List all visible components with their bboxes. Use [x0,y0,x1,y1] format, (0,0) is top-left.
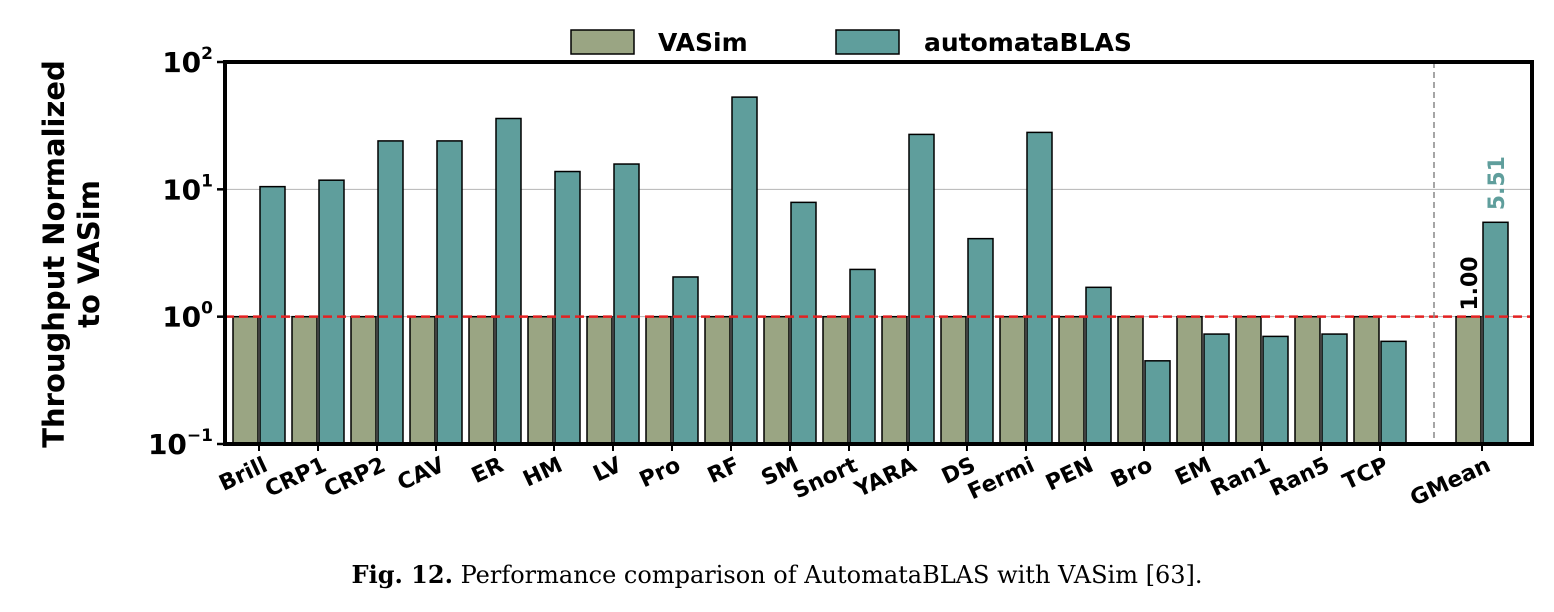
x-label-tcp: TCP [1339,453,1392,496]
gmean-annotations: 1.00 5.51 [1458,156,1510,311]
bar-vasim-snort [822,315,849,445]
bar-automatablas-bro [1144,360,1171,445]
bar-vasim-er [468,315,495,445]
x-label-gmean: GMean [1407,453,1495,512]
bar-vasim-pro [645,315,672,445]
bar-vasim-pen [1058,315,1085,445]
annotation-vasim-gmean: 1.00 [1458,256,1483,310]
x-label-bro: Bro [1107,453,1156,494]
legend-label-automatablas: automataBLAS [924,28,1132,57]
x-label-lv: LV [590,453,626,487]
x-label-er: ER [468,453,508,489]
x-label-pro: Pro [636,453,685,493]
bar-vasim-lv [586,315,613,445]
bar-vasim-bro [1117,315,1144,445]
bar-automatablas-fermi [1026,131,1053,445]
bar-vasim-hm [527,315,554,445]
x-label-snort: Snort [789,453,862,505]
y-axis-label-line1: Throughput Normalized [37,60,71,448]
x-label-pen: PEN [1042,453,1097,497]
bar-vasim-crp2 [350,315,377,445]
caption-text: Performance comparison of AutomataBLAS w… [460,561,1203,589]
legend-label-vasim: VASim [658,28,748,57]
x-label-rf: RF [704,453,744,489]
bar-vasim-gmean [1455,315,1482,445]
bar-automatablas-lv [613,163,640,445]
bar-vasim-crp1 [291,315,318,445]
bar-automatablas-brill [259,185,286,445]
bar-automatablas-snort [849,268,876,445]
legend-swatch-automatablas [835,29,900,55]
bar-automatablas-ran1 [1262,335,1289,445]
bar-automatablas-crp1 [318,179,345,445]
bar-automatablas-sm [790,201,817,445]
x-label-fermi: Fermi [964,453,1038,505]
y-axis-ticks: 10−1 100 101 102 [148,44,225,461]
bar-vasim-tcp [1353,315,1380,445]
bar-vasim-ran1 [1235,315,1262,445]
x-label-cav: CAV [394,453,449,496]
caption-figure-number: Fig. 12. [351,560,453,589]
x-label-hm: HM [519,453,566,493]
bar-automatablas-cav [436,140,463,445]
legend: VASim automataBLAS [570,28,1132,57]
bar-vasim-brill [232,315,259,445]
bar-automatablas-er [495,117,522,445]
bar-vasim-rf [704,315,731,445]
x-label-crp2: CRP2 [320,453,389,503]
bar-automatablas-ran5 [1321,333,1348,445]
bar-automatablas-pen [1085,286,1112,445]
bar-automatablas-ds [967,237,994,445]
bar-vasim-fermi [999,315,1026,445]
bar-vasim-sm [763,315,790,445]
plot-frame [223,60,1534,446]
bar-automatablas-hm [554,170,581,445]
bar-vasim-cav [409,315,436,445]
x-label-ran5: Ran5 [1266,453,1333,502]
bar-automatablas-crp2 [377,140,404,445]
x-label-crp1: CRP1 [261,453,330,503]
bar-vasim-ds [940,315,967,445]
x-label-ran1: Ran1 [1207,453,1274,502]
figure-caption: Fig. 12. Performance comparison of Autom… [0,560,1554,589]
bar-automatablas-gmean [1482,221,1509,445]
bar-automatablas-yara [908,133,935,445]
grid-lines [225,188,1532,318]
y-axis-label-line2: to VASim [72,180,106,328]
y-tick-label-1: 100 [162,299,213,334]
bar-vasim-yara [881,315,908,445]
bars [232,96,1509,445]
bar-automatablas-rf [731,96,758,445]
y-tick-label-0: 10−1 [148,426,213,461]
annotation-automatablas-gmean: 5.51 [1485,156,1510,210]
bar-vasim-em [1176,315,1203,445]
y-tick-label-3: 102 [162,44,213,79]
x-label-yara: YARA [850,453,920,503]
y-tick-label-2: 101 [162,171,213,206]
bar-vasim-ran5 [1294,315,1321,445]
x-label-brill: Brill [215,453,271,497]
bar-automatablas-tcp [1380,340,1407,445]
bar-automatablas-em [1203,333,1230,445]
bar-automatablas-pro [672,276,699,445]
legend-swatch-vasim [570,29,635,55]
